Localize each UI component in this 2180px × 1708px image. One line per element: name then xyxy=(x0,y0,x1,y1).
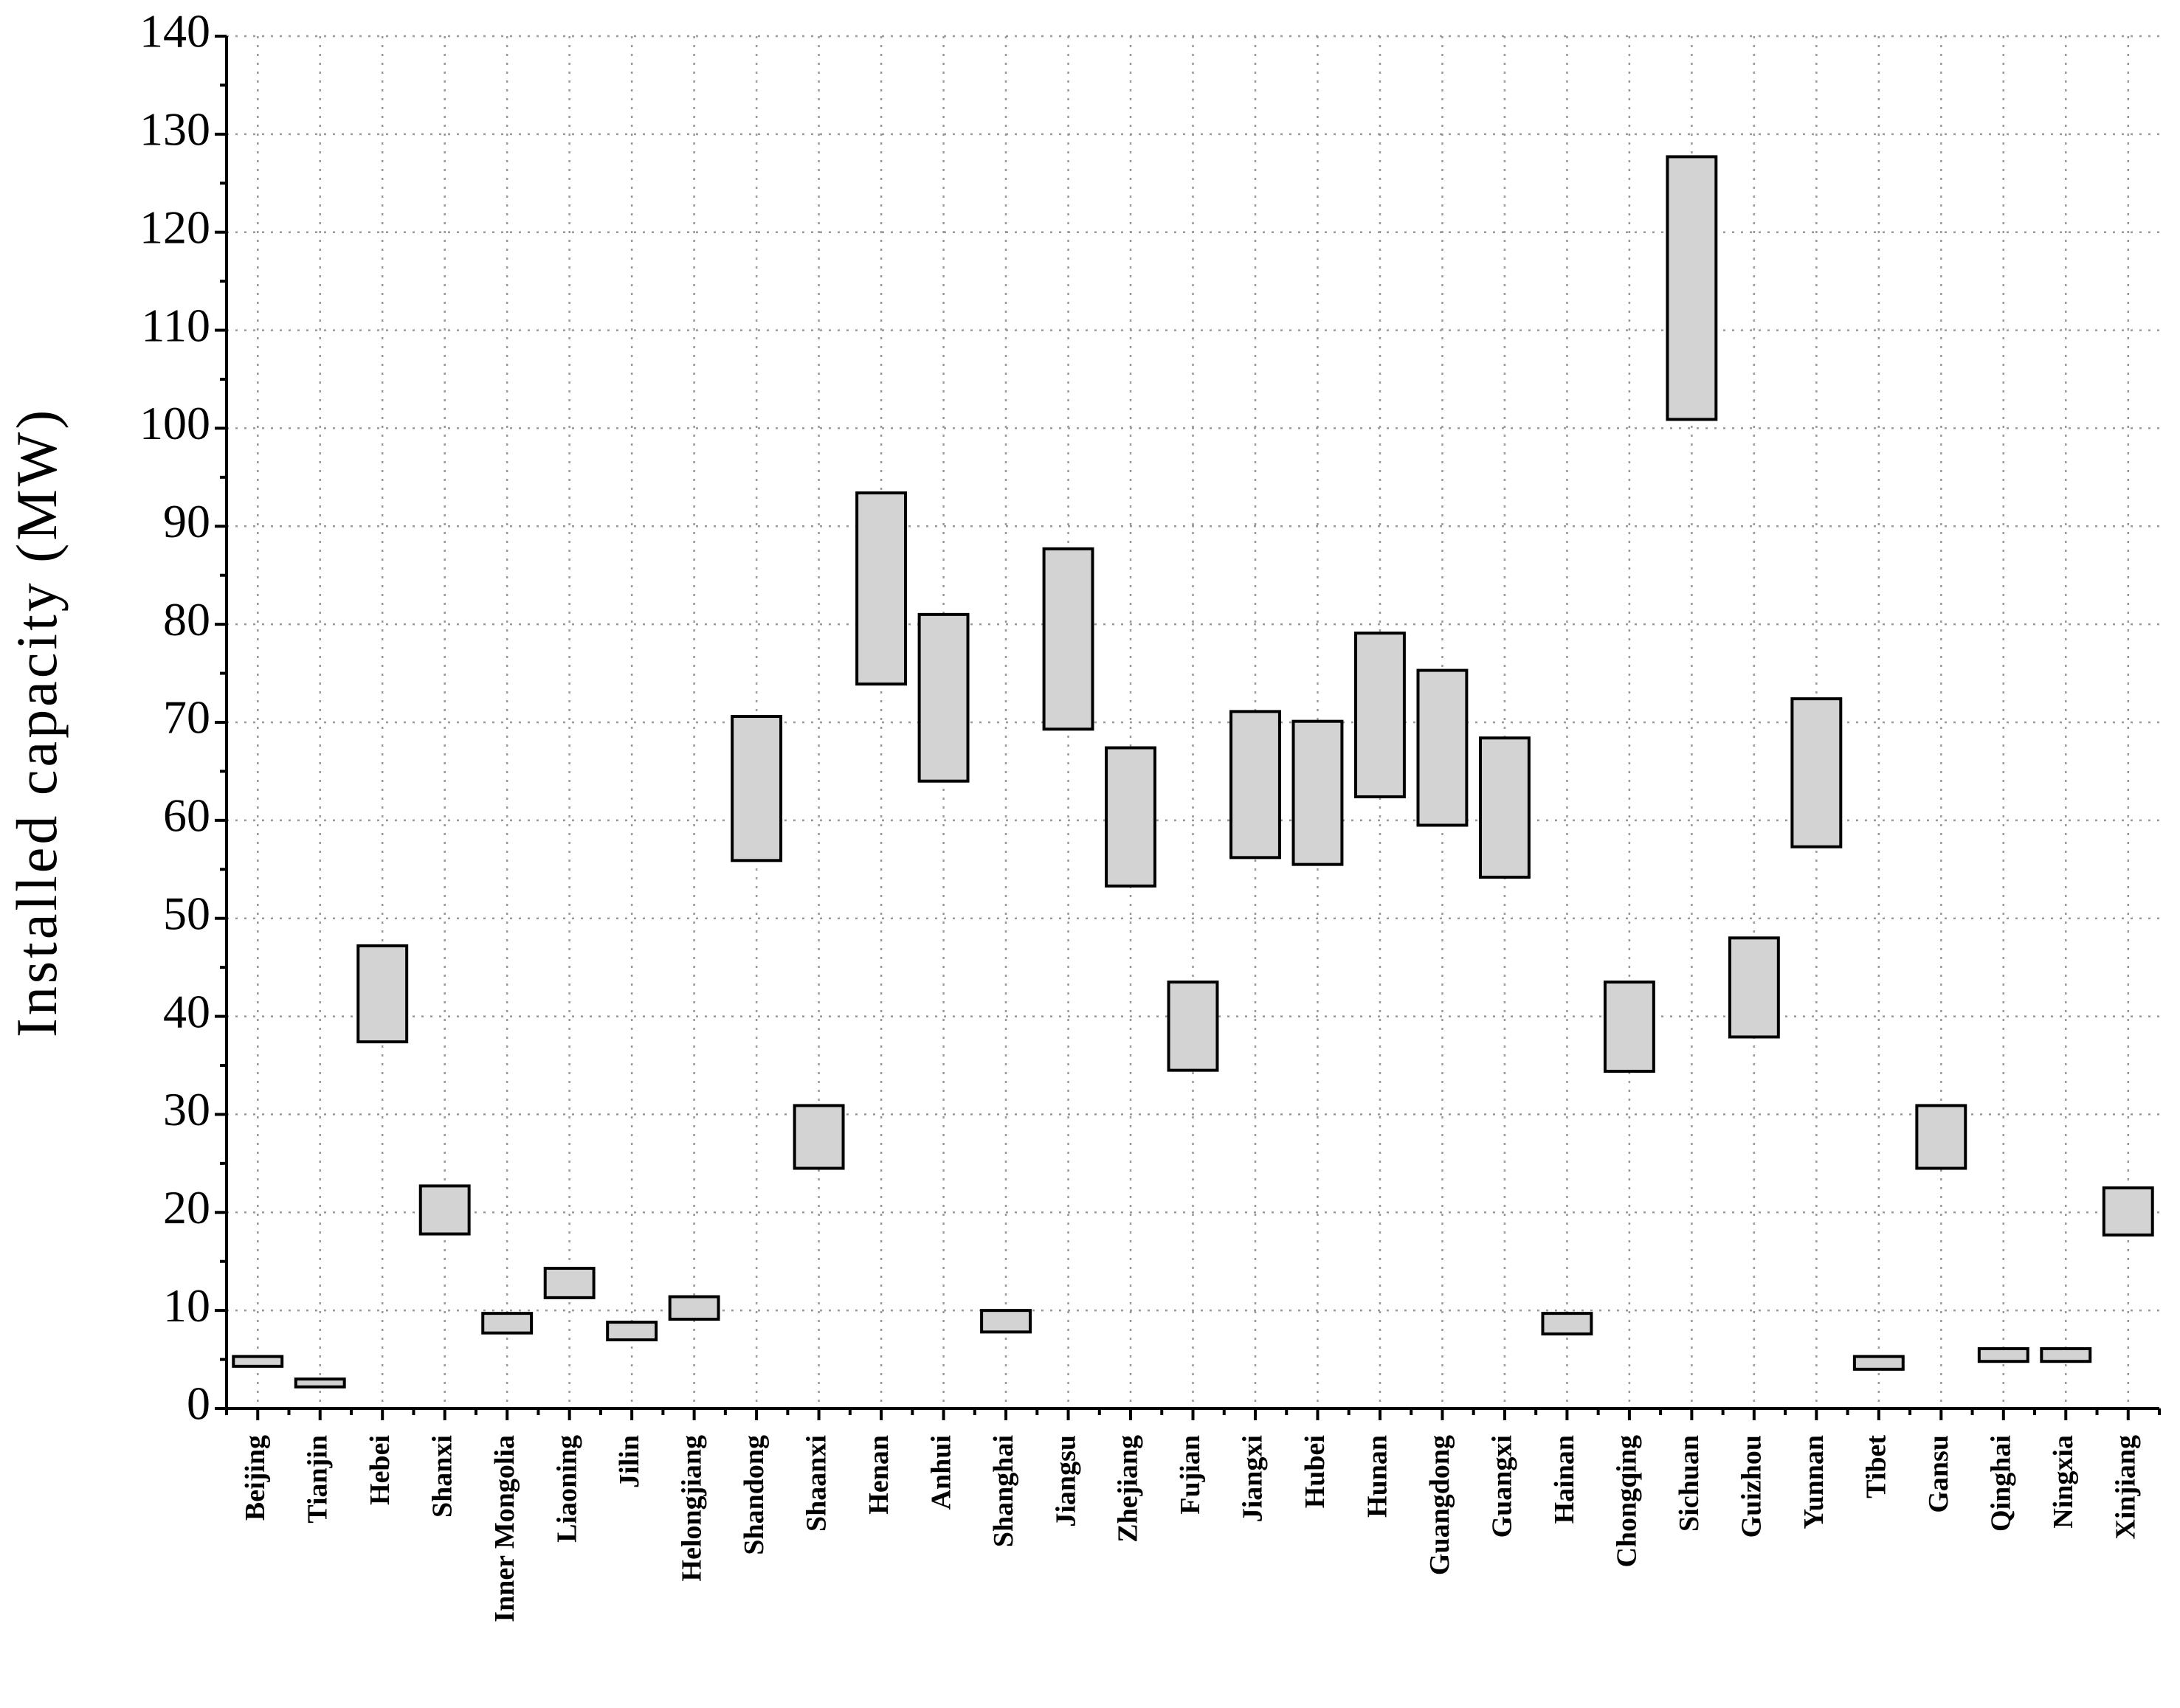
range-bar xyxy=(1416,668,1469,827)
x-tick-label: Tibet xyxy=(1861,1435,1892,1498)
range-bar xyxy=(1603,981,1655,1073)
x-tick-label: Jilin xyxy=(614,1435,645,1488)
y-tick-label: 0 xyxy=(187,1377,210,1430)
range-bar xyxy=(418,1184,471,1236)
range-bar xyxy=(917,612,970,783)
x-tick-label: Yunnan xyxy=(1798,1435,1829,1529)
y-tick-label: 70 xyxy=(163,691,210,744)
y-tick-label: 120 xyxy=(139,201,210,253)
y-tick-label: 130 xyxy=(139,103,210,156)
y-tick-label: 10 xyxy=(163,1279,210,1332)
x-tick-label: Chongqing xyxy=(1612,1435,1643,1568)
x-tick-label: Henan xyxy=(863,1435,894,1515)
range-bar xyxy=(294,1377,346,1389)
x-tick-label: Jiangsu xyxy=(1050,1435,1081,1527)
y-tick-label: 110 xyxy=(141,299,210,351)
x-tick-label: Sichuan xyxy=(1674,1435,1705,1532)
x-tick-label: Shanghai xyxy=(988,1435,1019,1547)
range-bar xyxy=(232,1355,284,1368)
range-bar xyxy=(668,1295,720,1321)
range-bar xyxy=(793,1104,845,1170)
x-tick-label: Shandong xyxy=(739,1435,770,1555)
x-tick-label: Liaoning xyxy=(551,1435,582,1543)
x-tick-label: Tianjin xyxy=(302,1435,333,1524)
y-tick-label: 30 xyxy=(163,1083,210,1135)
range-bar xyxy=(1042,547,1094,731)
x-tick-label: Hebei xyxy=(365,1435,396,1505)
range-bar xyxy=(731,715,783,862)
y-tick-label: 20 xyxy=(163,1181,210,1234)
range-bar xyxy=(1541,1312,1593,1336)
range-bar xyxy=(481,1312,534,1335)
y-tick-label: 60 xyxy=(163,789,210,842)
x-tick-label: Xinjiang xyxy=(2110,1435,2141,1539)
y-tick-label: 140 xyxy=(139,5,210,58)
y-tick-label: 80 xyxy=(163,593,210,646)
x-tick-label: Zhejiang xyxy=(1113,1435,1144,1543)
range-bar xyxy=(1229,710,1281,860)
x-tick-label: Beijing xyxy=(240,1435,271,1521)
range-bar xyxy=(606,1321,658,1341)
x-tick-label: Guizhou xyxy=(1736,1435,1767,1538)
x-tick-label: Hunan xyxy=(1362,1435,1393,1518)
x-tick-label: Shanxi xyxy=(427,1435,458,1518)
range-bar xyxy=(1728,936,1780,1039)
range-bar xyxy=(356,944,409,1044)
x-tick-label: Guangxi xyxy=(1487,1435,1518,1538)
range-bar xyxy=(543,1267,596,1299)
range-bar xyxy=(1105,746,1156,888)
range-bar xyxy=(1852,1355,1905,1371)
y-tick-label: 90 xyxy=(163,495,210,547)
x-tick-label: Qinghai xyxy=(1986,1435,2017,1532)
x-tick-label: Gansu xyxy=(1923,1435,1954,1513)
y-axis-title: Installed capacity (MW) xyxy=(4,407,69,1037)
range-bar xyxy=(1354,632,1406,798)
x-tick-label: Fujian xyxy=(1175,1435,1206,1515)
x-tick-label: Hainan xyxy=(1549,1435,1580,1524)
range-bar xyxy=(1977,1346,2029,1363)
x-tick-label: Ningxia xyxy=(2048,1435,2079,1529)
x-tick-label: Shaanxi xyxy=(801,1435,832,1532)
x-tick-label: Jiangxi xyxy=(1238,1435,1269,1522)
range-bar xyxy=(1790,697,1843,848)
range-bar xyxy=(1666,155,1718,421)
y-tick-label: 100 xyxy=(139,397,210,449)
y-tick-label: 50 xyxy=(163,887,210,939)
x-tick-label: Guangdong xyxy=(1424,1435,1455,1575)
x-tick-label: Hubei xyxy=(1300,1435,1331,1508)
range-bar xyxy=(1167,981,1219,1072)
range-bar xyxy=(980,1309,1032,1334)
range-bar xyxy=(2102,1186,2154,1237)
range-bar xyxy=(1291,719,1344,866)
x-tick-label: Helongjiang xyxy=(676,1435,707,1581)
x-tick-label: Anhui xyxy=(925,1435,956,1510)
range-bar xyxy=(2040,1346,2092,1363)
x-tick-label: Inner Mongolia xyxy=(489,1435,520,1622)
range-bar xyxy=(1915,1104,1967,1170)
range-bar xyxy=(1478,736,1531,879)
y-tick-label: 40 xyxy=(163,985,210,1037)
range-bar xyxy=(855,491,908,686)
